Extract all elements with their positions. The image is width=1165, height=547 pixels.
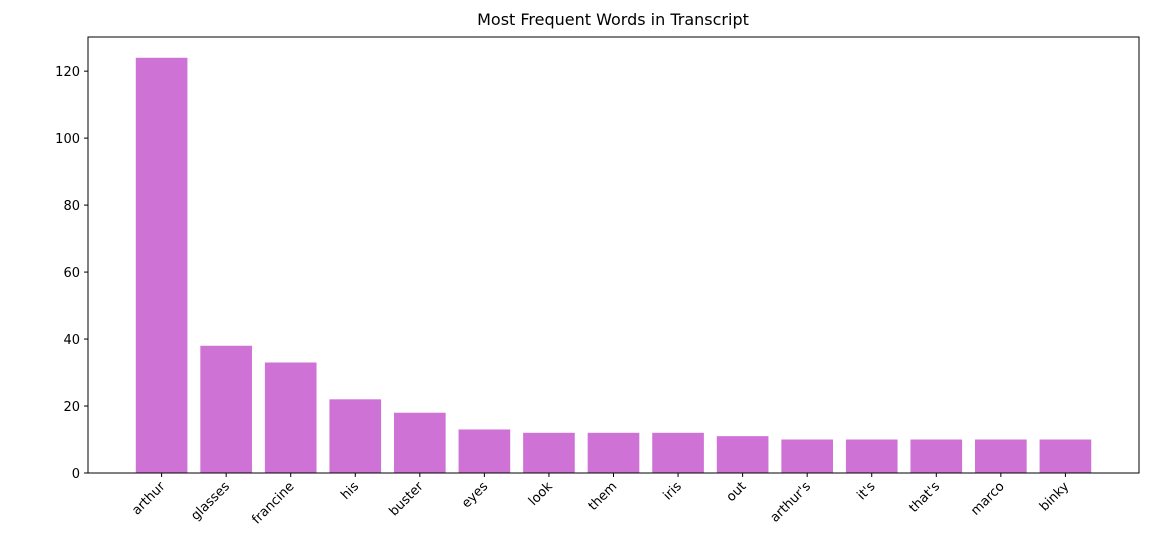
bar	[200, 345, 252, 473]
y-tick-label: 0	[72, 467, 80, 482]
bar	[329, 399, 382, 473]
x-tick-label: them	[586, 479, 621, 514]
x-tick-label: iris	[661, 479, 685, 503]
bar	[781, 439, 833, 473]
y-tick-label: 60	[63, 266, 80, 281]
y-tick-label: 100	[55, 132, 80, 147]
x-tick-label: francine	[249, 479, 297, 527]
bar	[1039, 439, 1092, 473]
bar	[523, 432, 575, 473]
x-tick-label: look	[526, 479, 556, 509]
bar	[716, 436, 769, 473]
x-tick-label: that's	[907, 479, 944, 516]
y-tick-label: 120	[55, 65, 80, 80]
y-tick-label: 40	[63, 333, 80, 348]
bar	[458, 429, 511, 473]
y-tick-label: 20	[63, 400, 80, 415]
x-tick-label: marco	[968, 479, 1007, 518]
x-tick-label: eyes	[459, 479, 491, 511]
bar	[975, 439, 1027, 473]
x-tick-label: arthur	[129, 479, 169, 519]
bar	[845, 439, 898, 473]
x-tick-label: his	[338, 479, 362, 503]
bar	[264, 362, 317, 473]
bar	[910, 439, 963, 473]
plot-frame	[87, 36, 1140, 474]
x-tick-label: out	[724, 479, 750, 505]
x-tick-label: it's	[854, 479, 878, 503]
bar	[394, 412, 446, 473]
x-tick-label: buster	[387, 479, 428, 520]
x-tick-label: arthur's	[768, 479, 815, 526]
x-tick-label: glasses	[188, 479, 233, 524]
y-tick-label: 80	[63, 199, 80, 214]
x-tick-label: binky	[1037, 479, 1072, 514]
bar	[135, 57, 188, 474]
bar	[652, 432, 704, 473]
chart-title: Most Frequent Words in Transcript	[477, 10, 749, 29]
bar	[587, 432, 640, 473]
